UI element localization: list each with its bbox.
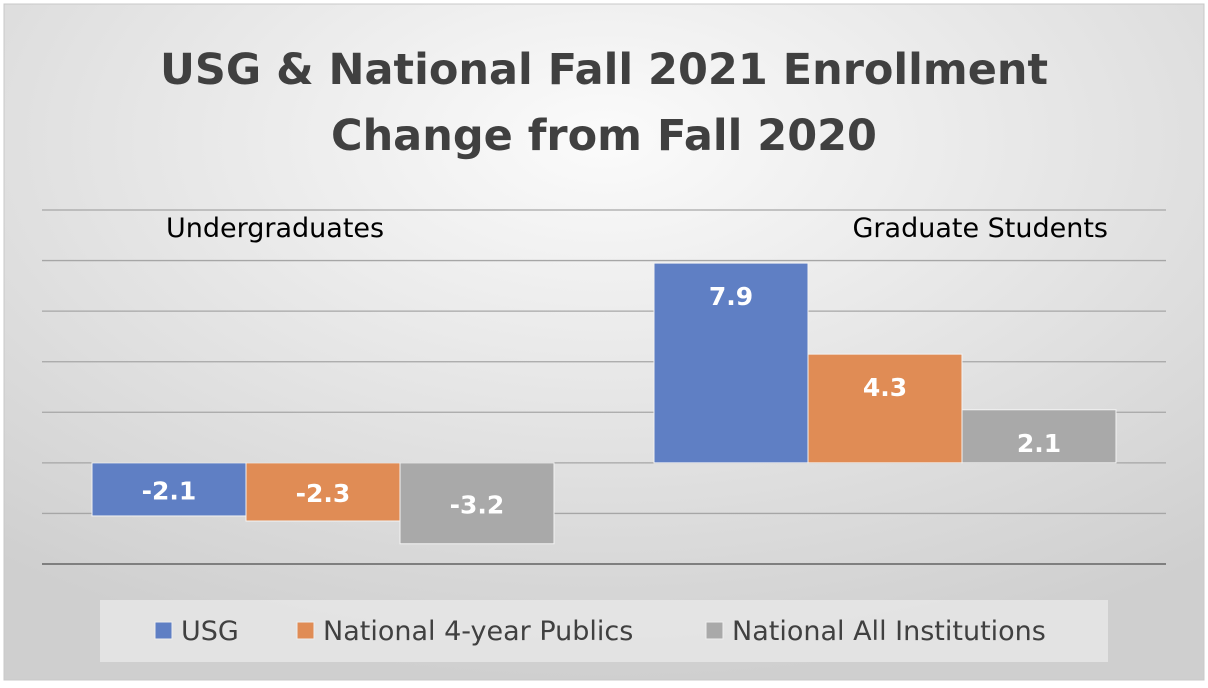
bar-national-all-institutions (961, 409, 1117, 464)
legend-swatch (296, 621, 315, 640)
category-label: Graduate Students (853, 213, 1109, 244)
legend-label: National 4-year Publics (323, 616, 633, 647)
legend-label: USG (181, 616, 239, 647)
data-label: -2.1 (142, 476, 197, 505)
bar-usg (91, 462, 247, 517)
legend-swatch (705, 621, 724, 640)
data-label: 4.3 (863, 373, 907, 402)
data-label: 7.9 (709, 282, 753, 311)
bar-national-all-institutions (399, 462, 555, 545)
chart-title-line-1: USG & National Fall 2021 Enrollment (160, 45, 1048, 95)
bar-national-4-year-publics (807, 353, 963, 464)
data-label: -3.2 (450, 490, 505, 519)
bar-national-4-year-publics (245, 462, 401, 522)
legend-box (100, 600, 1108, 662)
legend-swatch (154, 621, 173, 640)
legend-label: National All Institutions (732, 616, 1046, 647)
chart-background (3, 3, 1205, 681)
data-label: 2.1 (1017, 429, 1061, 458)
chart-title-line-2: Change from Fall 2020 (331, 111, 877, 161)
category-label: Undergraduates (166, 213, 384, 244)
data-label: -2.3 (296, 479, 351, 508)
